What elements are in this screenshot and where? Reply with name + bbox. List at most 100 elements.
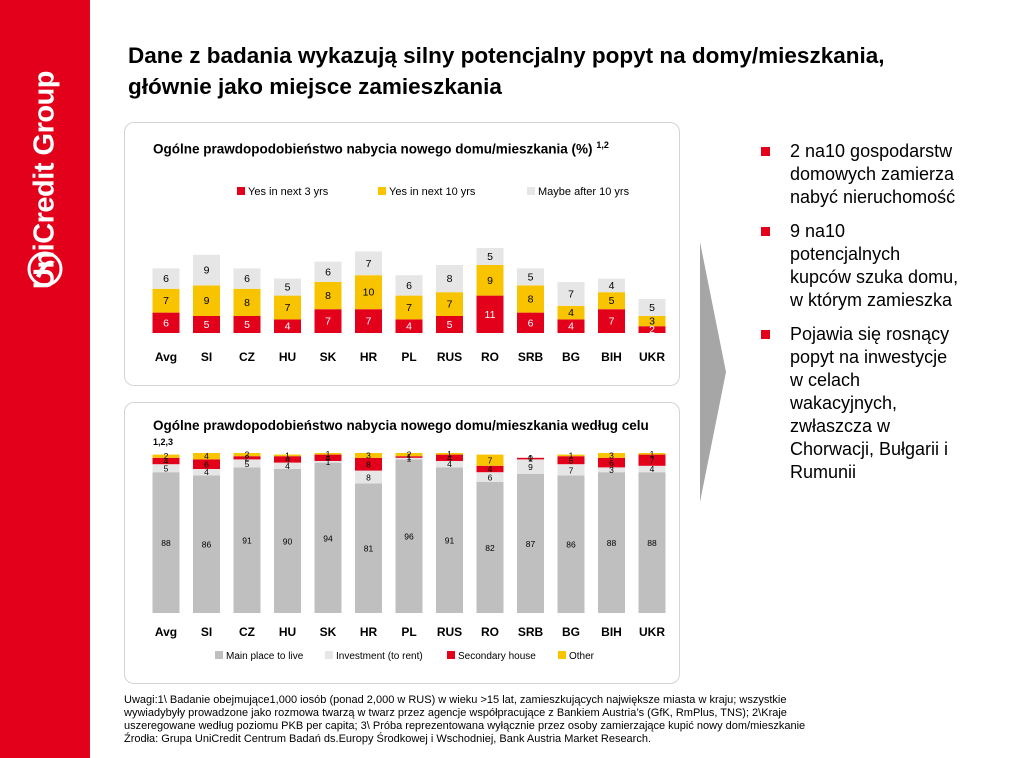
bar-segment-other-avg	[152, 454, 180, 458]
data-label-secondary-house-sk: 4	[326, 453, 331, 463]
bar-segment-main-place-to-live-cz	[233, 467, 261, 613]
brand-sidebar: UniCredit Group	[0, 0, 90, 758]
data-label-investment-to-rent-bih: 3	[609, 465, 614, 475]
bar-segment-main-place-to-live-si	[193, 475, 220, 613]
bar-segment-maybe-after-10-yrs-bg	[557, 282, 585, 306]
data-label-main-place-to-live-rus: 91	[445, 536, 455, 546]
data-label-investment-to-rent-ro: 6	[488, 473, 493, 483]
data-label-yes-in-next-10-yrs-hu: 7	[285, 302, 291, 314]
bar-segment-secondary-house-hu	[274, 456, 301, 463]
data-label-main-place-to-live-si: 86	[202, 540, 212, 550]
footnote-line: Uwagi:1\ Badanie obejmujące1,000 iosób (…	[124, 694, 787, 706]
legend-swatch-main-place-to-live	[215, 651, 223, 659]
bar-segment-other-ukr	[638, 453, 666, 455]
category-label-si: SI	[201, 350, 212, 364]
bar-segment-investment-to-rent-si	[193, 469, 220, 476]
bar-segment-yes-in-next-3-yrs-hu	[274, 319, 301, 333]
bar-segment-other-pl	[395, 453, 423, 457]
category-label-srb: SRB	[518, 625, 544, 639]
bar-segment-main-place-to-live-bih	[598, 472, 625, 613]
data-label-yes-in-next-3-yrs-pl: 4	[406, 321, 412, 333]
data-label-main-place-to-live-ro: 82	[485, 543, 495, 553]
data-label-yes-in-next-10-yrs-avg: 7	[163, 295, 169, 307]
data-label-yes-in-next-10-yrs-bih: 5	[609, 295, 615, 307]
bar-segment-main-place-to-live-srb	[517, 473, 544, 613]
bar-segment-yes-in-next-3-yrs-si	[193, 316, 220, 333]
data-label-other-pl: 2	[407, 450, 412, 460]
bar-segment-yes-in-next-10-yrs-rus	[436, 292, 463, 316]
bar-segment-investment-to-rent-bih	[598, 467, 625, 473]
data-label-yes-in-next-3-yrs-cz: 5	[244, 319, 250, 331]
bar-segment-yes-in-next-3-yrs-avg	[152, 312, 180, 333]
bar-segment-main-place-to-live-rus	[436, 467, 463, 613]
data-label-investment-to-rent-bg: 7	[569, 465, 574, 475]
key-findings-list: 2 na10 gospodarstw domowych zamierza nab…	[760, 140, 960, 495]
data-label-secondary-house-bih: 6	[609, 458, 614, 468]
bar-segment-yes-in-next-10-yrs-sk	[314, 282, 342, 310]
data-label-maybe-after-10-yrs-sk: 6	[325, 266, 331, 278]
data-label-investment-to-rent-hr: 8	[366, 473, 371, 483]
bar-segment-yes-in-next-10-yrs-si	[193, 285, 220, 316]
bar-segment-investment-to-rent-sk	[314, 461, 342, 463]
bar-segment-investment-to-rent-hr	[355, 470, 382, 484]
bar-segment-investment-to-rent-rus	[436, 461, 463, 468]
data-label-yes-in-next-3-yrs-ro: 11	[485, 309, 496, 321]
data-label-yes-in-next-3-yrs-avg: 6	[163, 317, 169, 329]
data-label-maybe-after-10-yrs-hr: 7	[366, 258, 372, 270]
bar-segment-yes-in-next-10-yrs-ro	[476, 265, 504, 296]
bar-segment-main-place-to-live-pl	[395, 459, 423, 613]
bar-segment-maybe-after-10-yrs-avg	[152, 268, 180, 289]
data-label-yes-in-next-10-yrs-si: 9	[204, 295, 210, 307]
bar-segment-yes-in-next-3-yrs-cz	[233, 316, 261, 333]
category-label-hr: HR	[360, 625, 378, 639]
data-label-yes-in-next-3-yrs-bih: 7	[609, 316, 615, 328]
data-label-other-ro: 7	[488, 456, 493, 466]
data-label-maybe-after-10-yrs-ro: 5	[487, 251, 493, 263]
data-label-investment-to-rent-ukr: 4	[650, 464, 655, 474]
bar-segment-secondary-house-ro	[476, 465, 504, 473]
data-label-main-place-to-live-bg: 86	[566, 540, 576, 550]
bar-segment-yes-in-next-3-yrs-rus	[436, 316, 463, 333]
data-label-maybe-after-10-yrs-rus: 8	[447, 273, 453, 285]
category-label-pl: PL	[401, 350, 416, 364]
bar-segment-other-sk	[314, 453, 342, 455]
category-label-bih: BIH	[601, 625, 622, 639]
category-label-avg: Avg	[155, 350, 177, 364]
data-label-secondary-house-hu: 4	[285, 454, 290, 464]
data-label-yes-in-next-3-yrs-rus: 5	[447, 319, 453, 331]
category-label-hu: HU	[279, 350, 296, 364]
chart-panel-purchase-likelihood: Ogólne prawdopodobieństwo nabycia nowego…	[124, 122, 680, 386]
bar-segment-maybe-after-10-yrs-hu	[274, 278, 301, 296]
data-label-yes-in-next-3-yrs-srb: 6	[528, 317, 534, 329]
bullet-square-icon	[761, 330, 770, 339]
legend-swatch-investment-to-rent	[325, 651, 333, 659]
data-label-main-place-to-live-srb: 87	[526, 539, 536, 549]
purchase-purpose-chart: Main place to live Investment (to rent) Se…	[152, 449, 666, 662]
data-label-main-place-to-live-avg: 88	[161, 538, 171, 548]
category-label-si: SI	[201, 625, 212, 639]
bar-segment-yes-in-next-10-yrs-hu	[274, 295, 301, 320]
bar-segment-yes-in-next-3-yrs-srb	[517, 312, 544, 333]
bar-segment-main-place-to-live-hu	[274, 469, 301, 613]
data-label-main-place-to-live-ukr: 88	[647, 538, 657, 548]
bar-segment-investment-to-rent-srb	[517, 459, 544, 474]
category-label-rus: RUS	[437, 350, 462, 364]
data-label-investment-to-rent-pl: 1	[407, 454, 412, 464]
bar-segment-main-place-to-live-ro	[476, 481, 504, 613]
bar-segment-investment-to-rent-pl	[395, 457, 423, 460]
bar-segment-other-bg	[557, 454, 585, 457]
bar-segment-secondary-house-ukr	[638, 454, 666, 466]
data-label-yes-in-next-3-yrs-si: 5	[204, 319, 210, 331]
bullet-square-icon	[761, 147, 770, 156]
category-label-rus: RUS	[437, 625, 462, 639]
bar-segment-secondary-house-si	[193, 459, 220, 469]
category-label-ro: RO	[481, 625, 499, 639]
data-label-secondary-house-cz: 2	[245, 453, 250, 463]
legend-label-yes-in-next-10-yrs: Yes in next 10 yrs	[389, 186, 476, 198]
bar-segment-yes-in-next-10-yrs-cz	[233, 288, 261, 316]
bar-segment-other-bih	[598, 453, 625, 458]
data-label-maybe-after-10-yrs-ukr: 5	[649, 302, 655, 314]
data-label-maybe-after-10-yrs-avg: 6	[163, 273, 169, 285]
bar-segment-main-place-to-live-ukr	[638, 472, 666, 613]
bar-segment-yes-in-next-10-yrs-bg	[557, 305, 585, 320]
